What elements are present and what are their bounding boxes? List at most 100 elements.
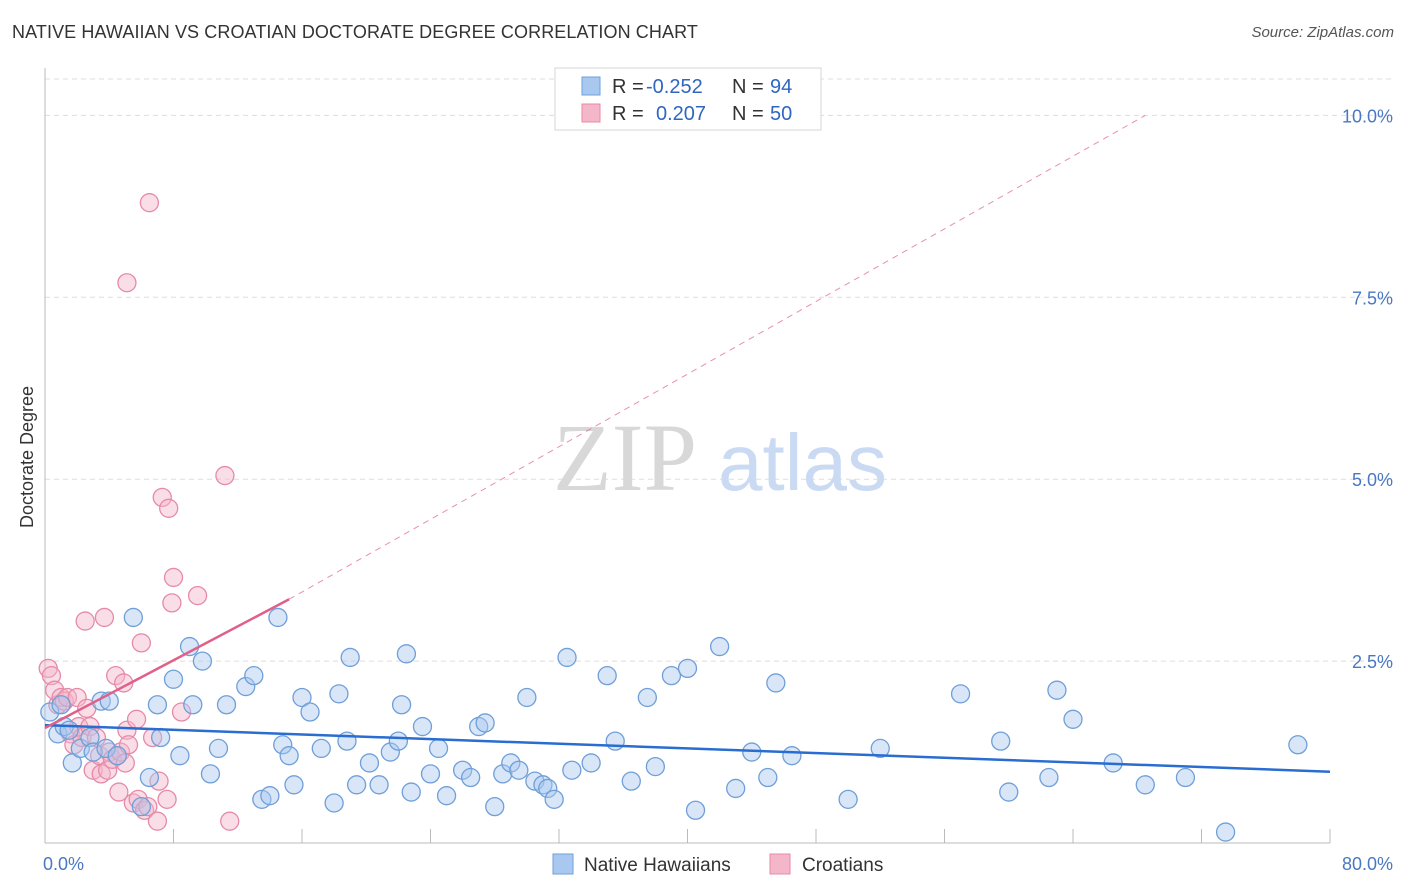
croatians-point-28: [115, 753, 135, 773]
legend-swatch-pink: [581, 103, 601, 123]
native-hawaiians-point-4: [59, 720, 79, 740]
croatians-point-25: [109, 782, 129, 802]
croatians-point-37: [139, 193, 160, 213]
native-hawaiians-point-29: [260, 786, 280, 806]
native-hawaiians-point-87: [999, 782, 1019, 802]
native-hawaiians-point-93: [1175, 767, 1196, 788]
native-hawaiians-point-41: [346, 775, 367, 795]
native-hawaiians-point-36: [311, 738, 331, 759]
native-hawaiians-point-92: [1135, 775, 1155, 795]
native-hawaiians-point-26: [236, 676, 256, 697]
y-tick-labels: 2.5% 5.0% 7.5% 10.0%: [1342, 106, 1393, 672]
x-minor-ticks: [173, 829, 1331, 843]
x-tick-labels: 0.0% 80.0%: [43, 854, 1393, 874]
native-hawaiians-point-65: [544, 789, 564, 809]
native-hawaiians-point-64: [538, 778, 558, 799]
native-hawaiians-point-60: [509, 760, 529, 780]
native-hawaiians-point-25: [216, 695, 237, 715]
y-tick-label-1: 5.0%: [1352, 470, 1393, 490]
native-hawaiians-point-7: [80, 727, 100, 748]
native-hawaiians-point-68: [581, 753, 601, 773]
bottom-legend-label-blue: Native Hawaiians: [584, 855, 731, 876]
croatians-point-29: [117, 720, 137, 740]
native-hawaiians-point-16: [147, 695, 168, 715]
chart-title: NATIVE HAWAIIAN VS CROATIAN DOCTORATE DE…: [12, 22, 698, 42]
native-hawaiians-point-53: [452, 760, 473, 780]
native-hawaiians-point-94: [1215, 822, 1236, 842]
x-tick-label-1: 80.0%: [1342, 854, 1393, 874]
native-hawaiians-point-19: [170, 746, 190, 766]
y-tick-label-3: 10.0%: [1342, 106, 1393, 126]
croatians-point-48: [215, 465, 235, 486]
native-hawaiians-point-30: [268, 607, 288, 628]
croatians-point-36: [138, 796, 158, 817]
legend-n-value-blue: 94: [770, 76, 792, 98]
native-hawaiians-point-15: [139, 767, 160, 788]
croatians-point-35: [134, 800, 155, 820]
native-hawaiians-point-12: [107, 746, 127, 766]
native-hawaiians-point-33: [284, 775, 304, 795]
native-hawaiians-point-85: [950, 684, 971, 704]
croatians-point-44: [162, 593, 182, 613]
native-hawaiians-point-77: [709, 636, 730, 657]
croatians-trend-line: [44, 598, 290, 730]
croatians-point-46: [171, 702, 192, 722]
native-hawaiians-point-88: [1039, 767, 1059, 788]
legend-swatch-blue: [581, 76, 601, 96]
native-hawaiians-point-2: [51, 695, 71, 715]
native-hawaiians-point-17: [150, 727, 171, 748]
croatians-point-4: [51, 687, 71, 708]
native-hawaiians-point-82: [782, 746, 802, 766]
native-hawaiians-point-69: [597, 665, 617, 686]
native-hawaiians-point-51: [428, 738, 449, 759]
y-tick-label-0: 2.5%: [1352, 652, 1393, 672]
croatians-point-43: [159, 498, 179, 518]
native-hawaiians-point-52: [436, 786, 457, 806]
native-hawaiians-point-73: [645, 756, 666, 777]
native-hawaiians-point-67: [562, 760, 582, 780]
native-hawaiians-point-75: [677, 658, 698, 679]
source-label: Source: ZipAtlas.com: [1251, 24, 1394, 41]
native-hawaiians-point-59: [501, 753, 521, 773]
watermark-atlas: atlas: [718, 418, 887, 507]
grid-lines: [45, 78, 1395, 662]
native-hawaiians-point-81: [766, 673, 786, 693]
watermark-zip: ZIP: [553, 404, 697, 511]
croatians-point-49: [220, 811, 240, 831]
native-hawaiians-point-31: [273, 735, 293, 755]
legend-r-value-blue: -0.252: [646, 76, 703, 98]
legend-n-label-pink: N =: [732, 103, 764, 125]
native-hawaiians-point-48: [401, 782, 421, 802]
native-hawaiians-point-45: [388, 731, 409, 751]
native-hawaiians-point-84: [870, 738, 890, 759]
croatians-point-26: [110, 742, 131, 762]
native-hawaiians-point-95: [1288, 735, 1308, 755]
legend-n-label-blue: N =: [732, 76, 764, 98]
native-hawaiians-point-32: [279, 746, 299, 766]
native-hawaiians-point-34: [292, 687, 312, 708]
native-hawaiians-point-54: [461, 767, 481, 788]
native-hawaiians-point-58: [493, 764, 513, 784]
native-hawaiians-point-57: [485, 796, 505, 817]
series-legend: Native Hawaiians Croatians: [552, 853, 883, 876]
native-hawaiians-point-0: [40, 702, 60, 722]
native-hawaiians-point-80: [758, 767, 778, 788]
croatians-point-12: [75, 611, 95, 631]
native-hawaiians-point-14: [131, 796, 152, 817]
native-hawaiians-point-70: [605, 731, 625, 751]
native-hawaiians-point-22: [192, 651, 213, 671]
trend-lines: [44, 114, 1331, 773]
native-hawaiians-point-61: [517, 687, 537, 708]
y-tick-label-2: 7.5%: [1352, 288, 1393, 308]
native-hawaiians-points: [40, 607, 1308, 842]
watermark: ZIP atlas: [553, 404, 887, 511]
native-hawaiians-point-18: [163, 669, 184, 689]
bottom-legend-label-pink: Croatians: [802, 855, 883, 876]
native-hawaiians-point-71: [621, 771, 641, 791]
native-hawaiians-point-86: [991, 731, 1011, 751]
native-hawaiians-point-44: [380, 742, 400, 762]
native-hawaiians-point-89: [1047, 680, 1067, 700]
stats-legend: R = -0.252 N = 94 R = 0.207 N = 50: [554, 67, 822, 131]
native-hawaiians-point-35: [300, 702, 320, 722]
